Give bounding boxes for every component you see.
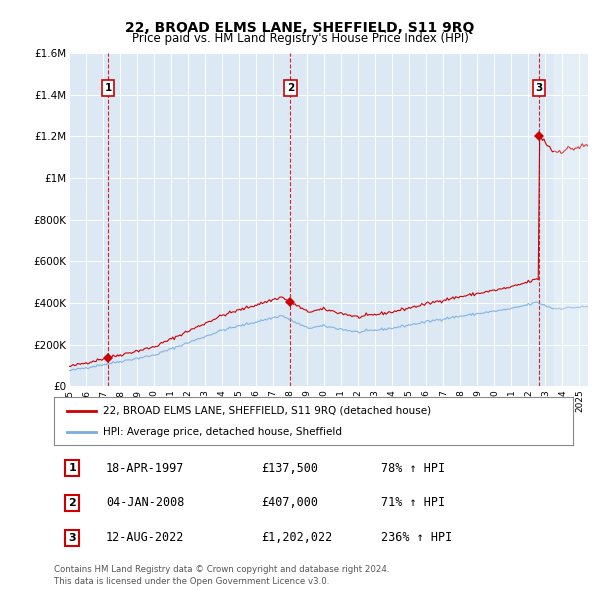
Text: HPI: Average price, detached house, Sheffield: HPI: Average price, detached house, Shef…	[103, 427, 343, 437]
Text: 3: 3	[68, 533, 76, 543]
Text: 1: 1	[104, 83, 112, 93]
Text: 3: 3	[535, 83, 542, 93]
Text: £1,202,022: £1,202,022	[262, 532, 333, 545]
Text: 18-APR-1997: 18-APR-1997	[106, 461, 184, 474]
Text: 12-AUG-2022: 12-AUG-2022	[106, 532, 184, 545]
Text: 78% ↑ HPI: 78% ↑ HPI	[381, 461, 445, 474]
Text: Price paid vs. HM Land Registry's House Price Index (HPI): Price paid vs. HM Land Registry's House …	[131, 32, 469, 45]
Text: 1: 1	[68, 463, 76, 473]
Text: This data is licensed under the Open Government Licence v3.0.: This data is licensed under the Open Gov…	[54, 577, 329, 586]
Text: £137,500: £137,500	[262, 461, 319, 474]
Text: 04-JAN-2008: 04-JAN-2008	[106, 496, 184, 510]
Bar	[554, 53, 588, 386]
Text: 22, BROAD ELMS LANE, SHEFFIELD, S11 9RQ: 22, BROAD ELMS LANE, SHEFFIELD, S11 9RQ	[125, 21, 475, 35]
Text: 71% ↑ HPI: 71% ↑ HPI	[381, 496, 445, 510]
Text: £407,000: £407,000	[262, 496, 319, 510]
Text: 2: 2	[287, 83, 294, 93]
Text: Contains HM Land Registry data © Crown copyright and database right 2024.: Contains HM Land Registry data © Crown c…	[54, 565, 389, 574]
Text: 2: 2	[68, 498, 76, 508]
Text: 236% ↑ HPI: 236% ↑ HPI	[381, 532, 452, 545]
Text: 22, BROAD ELMS LANE, SHEFFIELD, S11 9RQ (detached house): 22, BROAD ELMS LANE, SHEFFIELD, S11 9RQ …	[103, 405, 431, 415]
